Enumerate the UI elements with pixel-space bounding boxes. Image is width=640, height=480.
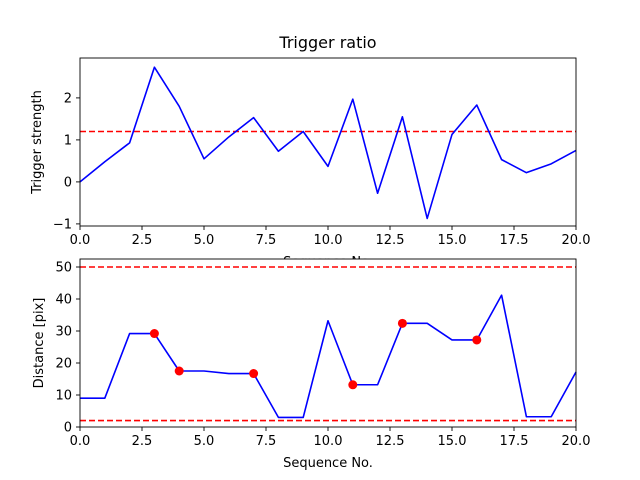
y-tick-label: 40 xyxy=(55,293,72,308)
trigger-ratio-chart: Trigger ratio Trigger strength Sequence … xyxy=(30,33,590,270)
x-tick-label: 10.0 xyxy=(314,233,343,248)
x-tick-label: 15.0 xyxy=(438,233,467,248)
x-tick-label: 7.5 xyxy=(256,233,277,248)
series-line xyxy=(79,66,577,220)
x-tick-label: 7.5 xyxy=(256,434,277,449)
x-tick-label: 0.0 xyxy=(70,434,91,449)
x-tick-label: 0.0 xyxy=(70,233,91,248)
data-point-marker xyxy=(397,318,407,328)
x-tick-label: 15.0 xyxy=(438,434,467,449)
x-tick-label: 5.0 xyxy=(194,434,215,449)
series-line xyxy=(80,294,577,419)
y-tick-label: 2 xyxy=(64,91,72,106)
x-axis-label: Sequence No. xyxy=(283,456,373,471)
x-tick-label: 12.5 xyxy=(376,233,405,248)
data-point-marker xyxy=(249,369,259,379)
y-axis-label: Trigger strength xyxy=(30,90,45,195)
data-point-marker xyxy=(348,380,358,390)
x-tick-label: 20.0 xyxy=(562,434,591,449)
x-tick-label: 5.0 xyxy=(194,233,215,248)
y-tick-label: 0 xyxy=(64,175,72,190)
y-tick-label: 1 xyxy=(64,133,72,148)
y-tick-label: −1 xyxy=(53,217,72,232)
x-tick-label: 2.5 xyxy=(132,434,153,449)
y-tick-label: 0 xyxy=(64,421,72,436)
x-tick-label: 17.5 xyxy=(500,434,529,449)
x-tick-label: 2.5 xyxy=(132,233,153,248)
y-tick-label: 10 xyxy=(55,389,72,404)
plot-area xyxy=(80,259,576,427)
data-point-marker xyxy=(174,366,184,376)
y-tick-label: 20 xyxy=(55,357,72,372)
x-tick-label: 10.0 xyxy=(314,434,343,449)
plot-area xyxy=(80,58,576,226)
data-point-marker xyxy=(472,335,482,345)
y-axis-label: Distance [pix] xyxy=(32,298,47,389)
x-tick-label: 12.5 xyxy=(376,434,405,449)
x-tick-label: 20.0 xyxy=(562,233,591,248)
y-tick-label: 30 xyxy=(55,325,72,340)
x-tick-label: 17.5 xyxy=(500,233,529,248)
y-tick-label: 50 xyxy=(55,261,72,276)
distance-chart: Distance [pix] Sequence No. 0.0 2.5 5.0 7.5… xyxy=(32,258,591,471)
chart-title: Trigger ratio xyxy=(278,33,376,52)
data-point-marker xyxy=(149,329,159,339)
